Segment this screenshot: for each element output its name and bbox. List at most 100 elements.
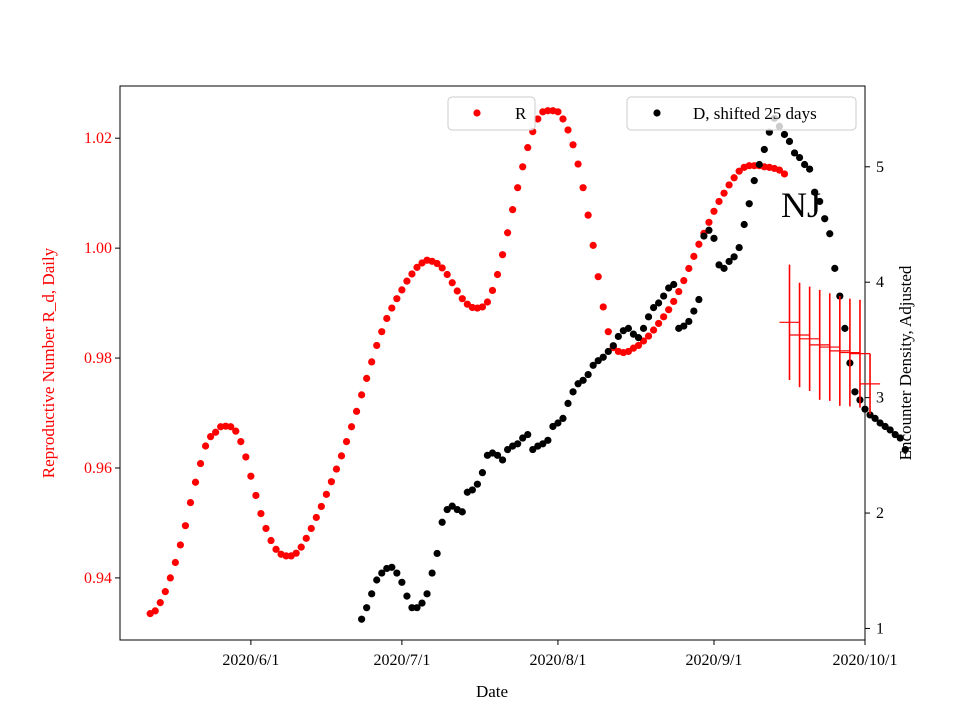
d-point	[649, 304, 658, 312]
d-point	[695, 295, 703, 304]
d-point	[478, 469, 487, 477]
d-point	[785, 137, 794, 145]
d-point	[851, 388, 859, 396]
d-point	[710, 234, 718, 242]
x-tick-label: 2020/10/1	[833, 652, 898, 669]
r-point	[745, 162, 753, 170]
r-point	[584, 211, 592, 219]
d-point	[584, 370, 592, 379]
d-point	[609, 342, 617, 350]
r-point	[373, 341, 381, 350]
d-point	[821, 215, 829, 223]
r-point	[322, 490, 330, 498]
r-point	[780, 170, 789, 178]
r-point	[680, 276, 688, 285]
r-point	[327, 478, 336, 486]
r-point	[292, 549, 300, 557]
r-point	[232, 427, 240, 435]
r-point	[639, 337, 648, 345]
r-point	[544, 107, 552, 115]
d-point	[408, 604, 416, 612]
d-point	[715, 261, 723, 269]
d-point	[428, 569, 436, 577]
d-point	[599, 353, 607, 361]
d-point	[826, 230, 834, 238]
r-point	[478, 303, 487, 311]
d-point	[725, 257, 733, 266]
d-point	[373, 576, 381, 584]
r-point	[735, 167, 743, 175]
right-y-axis-label: Encounter Density, Adjusted	[896, 265, 915, 460]
axes-frame	[119, 85, 866, 641]
x-tick-label: 2020/8/1	[529, 652, 586, 669]
d-point	[800, 160, 809, 169]
r-point	[201, 442, 210, 450]
r-point	[156, 599, 164, 607]
d-point	[700, 232, 708, 240]
d-point	[398, 578, 406, 586]
legend-r-marker	[473, 109, 481, 117]
r-point	[644, 332, 653, 340]
d-point	[720, 264, 728, 272]
d-point	[544, 436, 552, 444]
r-point	[242, 453, 250, 461]
r-point	[574, 160, 582, 168]
d-point	[866, 411, 874, 419]
r-point	[488, 286, 497, 295]
d-point	[604, 347, 612, 356]
d-point	[403, 592, 411, 600]
legend-d-marker	[653, 109, 661, 117]
d-point	[755, 160, 763, 169]
legend-d-box	[626, 96, 857, 131]
d-point	[841, 324, 849, 332]
x-axis-label: Date	[476, 682, 508, 701]
d-point	[831, 264, 839, 272]
r-point	[151, 607, 159, 615]
d-point	[750, 177, 758, 185]
r-point	[695, 240, 703, 248]
d-point	[811, 188, 819, 196]
d-point	[413, 604, 421, 612]
r-point	[458, 295, 466, 303]
r-point	[579, 184, 587, 192]
r-point	[725, 181, 733, 189]
d-point	[458, 508, 466, 516]
r-point	[559, 115, 567, 123]
right-y-tick-label: 1	[876, 620, 884, 637]
r-point	[272, 545, 280, 553]
d-point	[438, 518, 446, 526]
r-point	[690, 252, 698, 260]
d-point	[624, 324, 633, 332]
d-point	[740, 220, 748, 229]
r-point	[181, 522, 190, 530]
d-point	[388, 563, 396, 571]
d-point	[891, 430, 899, 439]
r-point	[710, 207, 718, 215]
d-point	[876, 419, 884, 427]
x-tick-label: 2020/9/1	[686, 652, 743, 669]
d-point	[861, 405, 869, 413]
d-point	[780, 130, 789, 139]
r-point	[383, 314, 391, 323]
r-point	[207, 433, 215, 441]
plot-area-border	[119, 85, 866, 641]
d-point	[468, 486, 476, 494]
r-point	[196, 459, 205, 468]
d-point	[665, 284, 673, 292]
d-point	[680, 322, 688, 330]
r-point	[403, 277, 411, 285]
r-point	[347, 423, 356, 431]
d-point	[795, 153, 804, 162]
r-point	[398, 286, 406, 294]
d-point	[644, 313, 653, 321]
d-point	[589, 361, 597, 369]
left-y-tick-label: 1.02	[84, 130, 112, 147]
legend-r: R	[447, 96, 536, 131]
d-point	[448, 502, 456, 510]
r-point	[599, 303, 607, 311]
r-point	[569, 141, 577, 149]
r-point	[408, 270, 416, 278]
r-point	[634, 341, 643, 350]
r-point	[534, 115, 542, 123]
d-point	[368, 590, 376, 598]
